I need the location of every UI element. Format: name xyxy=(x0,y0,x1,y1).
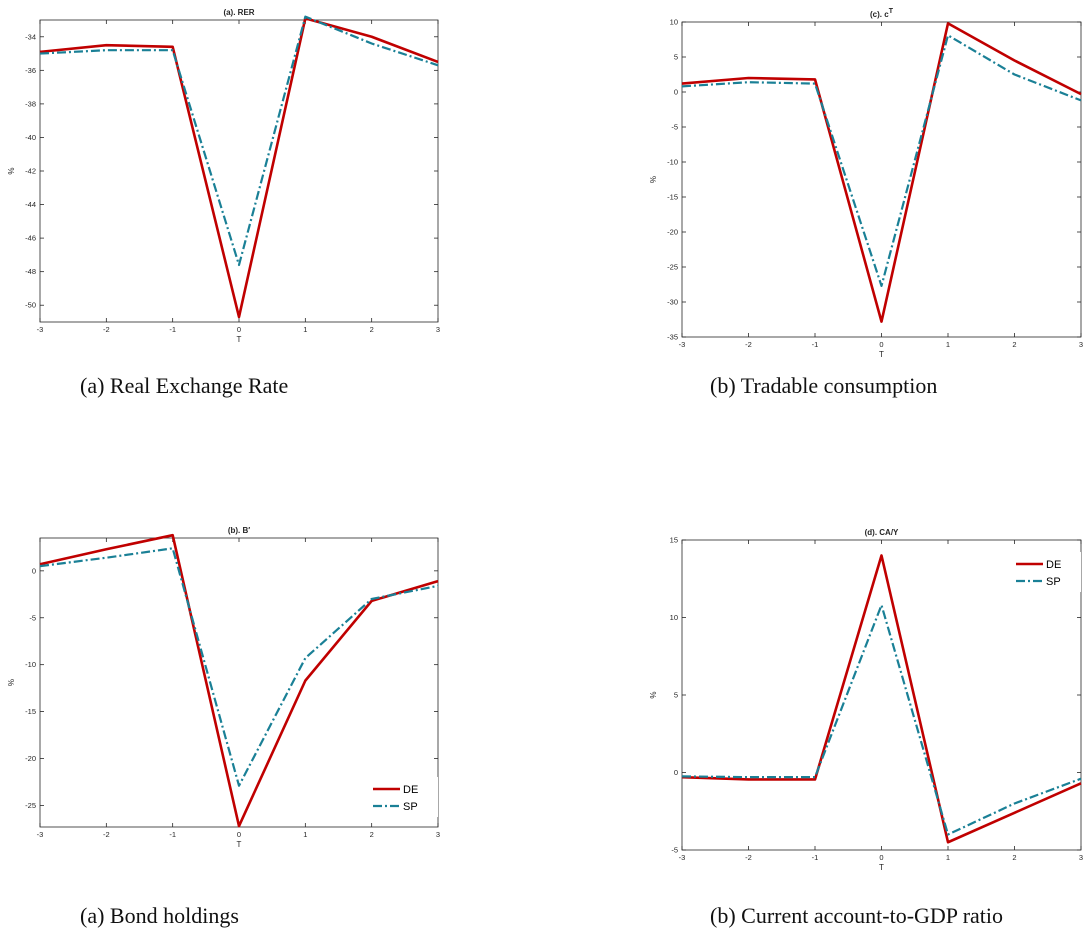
x-tick-label: -3 xyxy=(37,325,44,334)
series-line-sp xyxy=(681,603,1082,836)
x-tick-label: -3 xyxy=(679,853,686,862)
x-tick-label: 3 xyxy=(1079,340,1083,349)
x-tick-label: 0 xyxy=(237,325,241,334)
y-axis-label: % xyxy=(7,167,16,174)
series-line-de xyxy=(681,22,1082,323)
y-tick-label: -35 xyxy=(667,333,678,342)
y-tick-label: -44 xyxy=(25,200,36,209)
x-axis-label: T xyxy=(879,863,884,872)
x-tick-label: -3 xyxy=(37,830,44,839)
x-axis-label: T xyxy=(879,350,884,359)
x-tick-label: 3 xyxy=(436,830,440,839)
y-tick-label: -5 xyxy=(671,123,678,132)
caption-current-account-ratio: (b) Current account-to-GDP ratio xyxy=(710,903,1004,928)
caption-tradable-consumption: (b) Tradable consumption xyxy=(710,373,938,398)
x-tick-label: 1 xyxy=(946,853,950,862)
y-axis-label: % xyxy=(649,176,658,183)
chart-title-text: (d). CA/Y xyxy=(865,528,899,537)
legend-box xyxy=(368,777,438,817)
series-line-sp xyxy=(39,15,439,267)
y-tick-label: -40 xyxy=(25,133,36,142)
y-tick-label: -36 xyxy=(25,66,36,75)
y-tick-label: -10 xyxy=(25,660,36,669)
series-line-sp xyxy=(39,547,439,787)
legend-label-de: DE xyxy=(1046,559,1061,571)
x-tick-label: -2 xyxy=(103,830,110,839)
y-tick-label: 5 xyxy=(674,53,678,62)
plot-frame xyxy=(39,19,439,323)
tradable-consumption-chart: (c). cT-3 -2 -1 0 1 2 31050-5-10-15-20-25-30-3… xyxy=(649,8,1083,359)
x-axis-label: T xyxy=(237,840,242,849)
y-tick-label: -50 xyxy=(25,301,36,310)
y-tick-label: -10 xyxy=(667,158,678,167)
chart-title: (c). cT xyxy=(870,8,894,19)
current-account-chart: (d). CA/Y -3 -2 -1 0 1 2 3 15 10 5 0 -5 T% DE SP xyxy=(649,528,1083,872)
y-tick-label: -15 xyxy=(667,193,678,202)
x-tick-label: 1 xyxy=(946,340,950,349)
series-line-sp xyxy=(681,34,1082,287)
chart-title-text: (a). RER xyxy=(223,8,254,17)
y-tick-label: 10 xyxy=(670,18,678,27)
x-axis-label: T xyxy=(237,335,242,344)
x-tick-label: 3 xyxy=(1079,853,1083,862)
y-tick-label: -46 xyxy=(25,234,36,243)
y-tick-label: -48 xyxy=(25,267,36,276)
y-tick-label: -25 xyxy=(667,263,678,272)
chart-title-text: (b). B′ xyxy=(228,526,250,535)
caption-real-exchange-rate: (a) Real Exchange Rate xyxy=(80,373,289,398)
legend-label-sp: SP xyxy=(403,801,418,813)
y-tick-label: -38 xyxy=(25,99,36,108)
y-tick-label: 0 xyxy=(674,88,678,97)
x-tick-label: -2 xyxy=(745,340,752,349)
x-tick-label: 0 xyxy=(879,340,883,349)
legend-label-de: DE xyxy=(403,784,418,796)
series-line-de xyxy=(39,17,439,319)
y-tick-label: -30 xyxy=(667,298,678,307)
chart-title: (d). CA/Y xyxy=(865,528,899,537)
x-tick-label: 0 xyxy=(237,830,241,839)
x-tick-label: 1 xyxy=(303,830,307,839)
chart-title: (b). B′ xyxy=(228,526,250,535)
y-tick-label: 0 xyxy=(674,768,678,777)
y-tick-label: -5 xyxy=(29,613,36,622)
x-tick-label: 2 xyxy=(1012,853,1016,862)
series-line-de xyxy=(681,554,1082,844)
x-tick-label: 0 xyxy=(879,853,883,862)
x-tick-label: 2 xyxy=(1012,340,1016,349)
x-tick-label: -2 xyxy=(103,325,110,334)
y-axis-label: % xyxy=(7,679,16,686)
y-axis-label: % xyxy=(649,691,658,698)
x-tick-label: 2 xyxy=(370,830,374,839)
y-tick-label: -25 xyxy=(25,801,36,810)
x-tick-label: -3 xyxy=(679,340,686,349)
y-tick-label: -20 xyxy=(25,754,36,763)
chart-title: (a). RER xyxy=(223,8,254,17)
y-tick-label: -5 xyxy=(671,846,678,855)
x-tick-label: -1 xyxy=(812,853,819,862)
legend-label-sp: SP xyxy=(1046,576,1061,588)
legend-box xyxy=(1011,552,1081,592)
chart-title-text: (c). c xyxy=(870,10,889,19)
x-tick-label: 3 xyxy=(436,325,440,334)
y-tick-label: 5 xyxy=(674,691,678,700)
x-tick-label: -1 xyxy=(169,830,176,839)
y-tick-label: -20 xyxy=(667,228,678,237)
caption-bond-holdings: (a) Bond holdings xyxy=(80,903,239,928)
x-tick-label: -1 xyxy=(169,325,176,334)
y-tick-label: -15 xyxy=(25,707,36,716)
x-tick-label: -2 xyxy=(745,853,752,862)
y-tick-label: 0 xyxy=(32,566,36,575)
y-tick-label: 15 xyxy=(670,536,678,545)
plot-frame xyxy=(681,21,1082,338)
rer-chart: (a). RER -3 -2 -1 0 1 2 3 -34 -36 -38 -40 -42 -44 -46 -… xyxy=(7,8,440,344)
y-tick-label: -42 xyxy=(25,167,36,176)
x-tick-label: -1 xyxy=(812,340,819,349)
y-tick-label: 10 xyxy=(670,613,678,622)
y-tick-label: -34 xyxy=(25,32,36,41)
x-tick-label: 2 xyxy=(370,325,374,334)
chart-title-superscript: T xyxy=(889,8,894,15)
x-tick-label: 1 xyxy=(303,325,307,334)
